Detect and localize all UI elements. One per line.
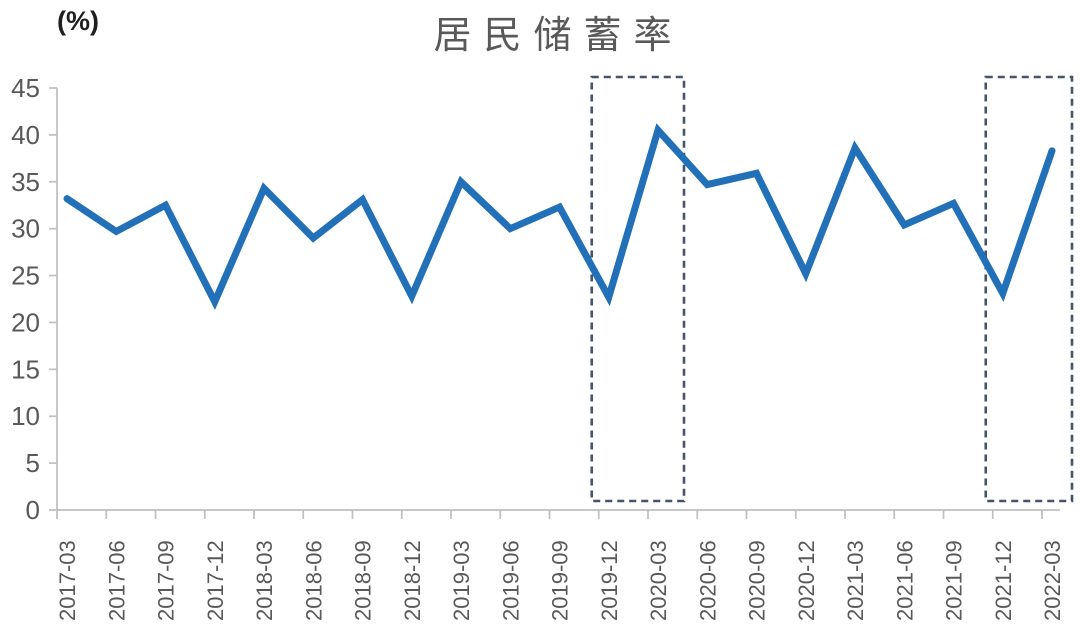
chart-title: 居民储蓄率 [433, 13, 684, 57]
y-axis-tick-label: 20 [11, 307, 40, 337]
x-axis-tick-label: 2019-09 [548, 540, 573, 621]
x-axis-tick-label: 2021-09 [942, 540, 967, 621]
x-axis-tick-label: 2020-03 [646, 540, 671, 621]
x-axis-tick-label: 2018-12 [400, 540, 425, 621]
y-axis-tick-label: 35 [11, 167, 40, 197]
x-axis-tick-label: 2017-03 [55, 540, 80, 621]
x-axis-tick-label: 2019-12 [597, 540, 622, 621]
x-axis-tick-label: 2021-12 [991, 540, 1016, 621]
x-axis-tick-label: 2018-06 [301, 540, 326, 621]
series-line [63, 123, 1056, 311]
y-axis-tick-label: 0 [26, 495, 40, 525]
y-axis-tick-label: 10 [11, 401, 40, 431]
x-axis-tick-label: 2018-09 [351, 540, 376, 621]
y-axis-tick-label: 40 [11, 120, 40, 150]
x-axis-tick-label: 2017-09 [154, 540, 179, 621]
x-axis-tick-label: 2019-03 [449, 540, 474, 621]
y-axis-unit-label: (%) [57, 6, 99, 36]
y-axis-tick-label: 25 [11, 261, 40, 291]
x-axis-tick-label: 2017-12 [203, 540, 228, 621]
highlight-box [984, 75, 1074, 503]
x-axis-tick-label: 2021-06 [892, 540, 917, 621]
x-axis-tick-label: 2017-06 [104, 540, 129, 621]
x-axis-tick-label: 2021-03 [843, 540, 868, 621]
x-axis-tick-label: 2018-03 [252, 540, 277, 621]
y-axis-tick-label: 30 [11, 214, 40, 244]
x-axis-tick-label: 2020-12 [794, 540, 819, 621]
x-axis-tick-label: 2022-03 [1040, 540, 1065, 621]
y-axis-tick-label: 15 [11, 354, 40, 384]
y-axis-tick-label: 45 [11, 73, 40, 103]
x-axis-tick-label: 2020-06 [695, 540, 720, 621]
x-axis-tick-label: 2020-09 [745, 540, 770, 621]
highlight-box [590, 75, 686, 503]
x-axis-tick-label: 2019-06 [498, 540, 523, 621]
y-axis-tick-label: 5 [26, 448, 40, 478]
